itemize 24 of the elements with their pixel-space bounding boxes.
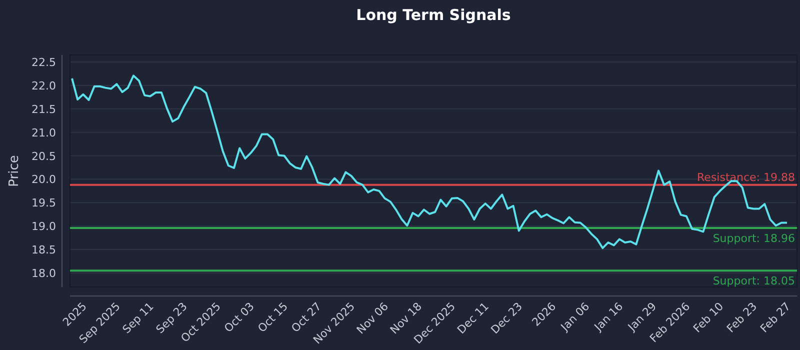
x-tick-label: Feb 10 [690, 300, 726, 336]
x-tick-label: Sep 11 [120, 300, 156, 336]
y-axis-title: Price [7, 155, 22, 187]
y-tick-label: 19.5 [32, 196, 56, 210]
x-tick-label: Nov 06 [354, 300, 391, 337]
x-tick-label: Jan 06 [558, 300, 592, 334]
y-tick-label: 19.0 [32, 220, 56, 234]
x-tick-label: Oct 03 [222, 300, 257, 335]
ref-line-label: Support: 18.96 [712, 232, 795, 245]
x-tick-label: Feb 23 [724, 300, 760, 336]
x-tick-label: Feb 27 [758, 300, 794, 336]
x-tick-label: Jan 16 [591, 300, 626, 334]
y-tick-label: 22.5 [32, 56, 56, 70]
y-tick-label: 18.5 [32, 244, 56, 257]
y-tick-label: 18.0 [32, 266, 56, 280]
y-tick-label: 22.0 [32, 79, 56, 92]
chart-title: Long Term Signals [356, 6, 511, 24]
y-tick-label: 20.5 [32, 150, 56, 163]
y-tick-label: 21.5 [32, 102, 56, 116]
x-tick-label: Oct 15 [255, 300, 290, 335]
ref-line-label: Resistance: 19.88 [697, 170, 795, 184]
y-tick-label: 21.0 [32, 126, 56, 140]
ref-line-label: Support: 18.05 [712, 274, 795, 288]
y-tick-label: 20.0 [32, 173, 56, 186]
